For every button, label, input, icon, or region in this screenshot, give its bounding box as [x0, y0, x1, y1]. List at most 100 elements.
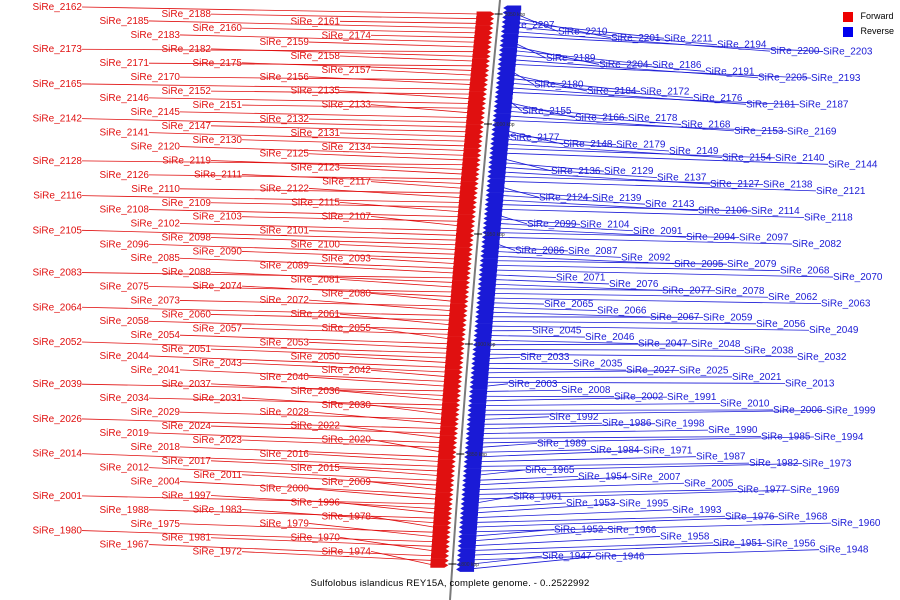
gene-label[interactable]: SiRe_1985: [761, 432, 811, 443]
gene-label[interactable]: SiRe_2003: [508, 379, 558, 390]
gene-label[interactable]: SiRe_2046: [585, 332, 635, 343]
gene-label[interactable]: SiRe_1969: [790, 485, 840, 496]
gene-label[interactable]: SiRe_2108: [100, 205, 150, 216]
gene-label[interactable]: SiRe_2040: [260, 372, 310, 383]
gene-label[interactable]: SiRe_1982: [749, 458, 799, 469]
gene-label[interactable]: SiRe_2106: [698, 206, 748, 217]
gene-label[interactable]: SiRe_2028: [260, 407, 310, 418]
gene-label[interactable]: SiRe_2004: [131, 477, 181, 488]
gene-label[interactable]: SiRe_2054: [131, 330, 181, 341]
gene-label[interactable]: SiRe_2133: [322, 100, 372, 111]
gene-label[interactable]: SiRe_2104: [580, 219, 630, 230]
gene-label[interactable]: SiRe_1952: [554, 525, 604, 536]
gene-label[interactable]: SiRe_2097: [739, 233, 789, 244]
gene-label[interactable]: SiRe_2157: [322, 65, 372, 76]
gene-label[interactable]: SiRe_2200: [770, 46, 820, 57]
gene-label[interactable]: SiRe_2029: [131, 407, 181, 418]
gene-label[interactable]: SiRe_1974: [322, 546, 372, 557]
gene-label[interactable]: SiRe_2119: [162, 156, 211, 167]
gene-label[interactable]: SiRe_2051: [162, 344, 212, 355]
gene-label[interactable]: SiRe_2169: [787, 126, 837, 137]
gene-label[interactable]: SiRe_1979: [260, 518, 310, 529]
gene-label[interactable]: SiRe_1984: [590, 445, 640, 456]
gene-label[interactable]: SiRe_2039: [33, 379, 83, 390]
gene-label[interactable]: SiRe_2030: [322, 400, 372, 411]
gene-label[interactable]: SiRe_2025: [679, 366, 729, 377]
gene-label[interactable]: SiRe_2147: [162, 121, 212, 132]
gene-label[interactable]: SiRe_2148: [563, 139, 613, 150]
gene-label[interactable]: SiRe_2058: [100, 316, 150, 327]
gene-label[interactable]: SiRe_2007: [631, 472, 681, 483]
gene-label[interactable]: SiRe_1989: [537, 438, 587, 449]
gene-label[interactable]: SiRe_2052: [33, 337, 83, 348]
gene-label[interactable]: SiRe_2068: [780, 266, 830, 277]
gene-label[interactable]: SiRe_2105: [33, 225, 83, 236]
gene-label[interactable]: SiRe_2099: [527, 219, 577, 230]
gene-label[interactable]: SiRe_2151: [193, 100, 243, 111]
gene-label[interactable]: SiRe_1956: [766, 538, 816, 549]
gene-label[interactable]: SiRe_2038: [744, 345, 794, 356]
gene-label[interactable]: SiRe_2064: [33, 302, 83, 313]
gene-label[interactable]: SiRe_2059: [703, 312, 753, 323]
gene-label[interactable]: SiRe_1965: [525, 465, 575, 476]
gene-label[interactable]: SiRe_2050: [291, 351, 341, 362]
gene-label[interactable]: SiRe_2207: [505, 20, 555, 31]
gene-label[interactable]: SiRe_1946: [595, 552, 645, 563]
gene-label[interactable]: SiRe_2184: [587, 86, 637, 97]
gene-label[interactable]: SiRe_2137: [657, 173, 707, 184]
gene-label[interactable]: SiRe_2115: [291, 197, 340, 208]
gene-label[interactable]: SiRe_1994: [814, 432, 864, 443]
gene-label[interactable]: SiRe_2120: [131, 142, 181, 153]
gene-label[interactable]: SiRe_2056: [756, 319, 806, 330]
gene-label[interactable]: SiRe_2171: [100, 58, 150, 69]
gene-label[interactable]: SiRe_2093: [322, 254, 372, 265]
gene-label[interactable]: SiRe_2178: [628, 113, 678, 124]
gene-label[interactable]: SiRe_2077: [662, 285, 712, 296]
gene-label[interactable]: SiRe_2021: [732, 372, 782, 383]
gene-label[interactable]: SiRe_2193: [811, 73, 861, 84]
gene-label[interactable]: SiRe_2160: [193, 23, 243, 34]
gene-label[interactable]: SiRe_2043: [193, 358, 243, 369]
gene-label[interactable]: SiRe_2072: [260, 295, 310, 306]
gene-label[interactable]: SiRe_2107: [322, 211, 372, 222]
gene-label[interactable]: SiRe_2018: [131, 442, 181, 453]
gene-label[interactable]: SiRe_2065: [544, 299, 594, 310]
gene-label[interactable]: SiRe_1999: [826, 405, 876, 416]
gene-label[interactable]: SiRe_2168: [681, 119, 731, 130]
gene-label[interactable]: SiRe_2076: [609, 279, 659, 290]
gene-label[interactable]: SiRe_2027: [626, 365, 676, 376]
gene-label[interactable]: SiRe_2177: [510, 133, 560, 144]
gene-label[interactable]: SiRe_2136: [551, 166, 601, 177]
gene-label[interactable]: SiRe_1948: [819, 545, 869, 556]
gene-label[interactable]: SiRe_2110: [131, 184, 180, 195]
gene-label[interactable]: SiRe_1997: [162, 491, 212, 502]
gene-label[interactable]: SiRe_1947: [542, 551, 592, 562]
gene-label[interactable]: SiRe_2116: [33, 191, 82, 202]
gene-label[interactable]: SiRe_2006: [773, 405, 823, 416]
gene-label[interactable]: SiRe_2087: [568, 246, 618, 257]
gene-label[interactable]: SiRe_2080: [322, 288, 372, 299]
gene-label[interactable]: SiRe_2057: [193, 323, 243, 334]
gene-label[interactable]: SiRe_2181: [746, 99, 796, 110]
gene-label[interactable]: SiRe_2100: [291, 240, 341, 251]
gene-label[interactable]: SiRe_2117: [322, 177, 371, 188]
gene-label[interactable]: SiRe_2088: [162, 267, 212, 278]
gene-label[interactable]: SiRe_1973: [802, 459, 852, 470]
gene-label[interactable]: SiRe_1990: [708, 425, 758, 436]
gene-label[interactable]: SiRe_1971: [643, 445, 693, 456]
gene-label[interactable]: SiRe_2175: [193, 58, 243, 69]
gene-label[interactable]: SiRe_2024: [162, 421, 212, 432]
gene-label[interactable]: SiRe_2062: [768, 292, 818, 303]
gene-label[interactable]: SiRe_2111: [194, 169, 242, 180]
gene-label[interactable]: SiRe_2103: [193, 212, 243, 223]
gene-label[interactable]: SiRe_2185: [100, 16, 150, 27]
gene-label[interactable]: SiRe_2000: [260, 484, 310, 495]
gene-label[interactable]: SiRe_2067: [650, 312, 700, 323]
gene-label[interactable]: SiRe_2005: [684, 478, 734, 489]
gene-label[interactable]: SiRe_1960: [831, 518, 881, 529]
gene-label[interactable]: SiRe_2015: [291, 463, 341, 474]
gene-label[interactable]: SiRe_2139: [592, 193, 642, 204]
gene-label[interactable]: SiRe_2194: [717, 40, 767, 51]
gene-label[interactable]: SiRe_2081: [291, 274, 341, 285]
gene-label[interactable]: SiRe_2179: [616, 140, 666, 151]
